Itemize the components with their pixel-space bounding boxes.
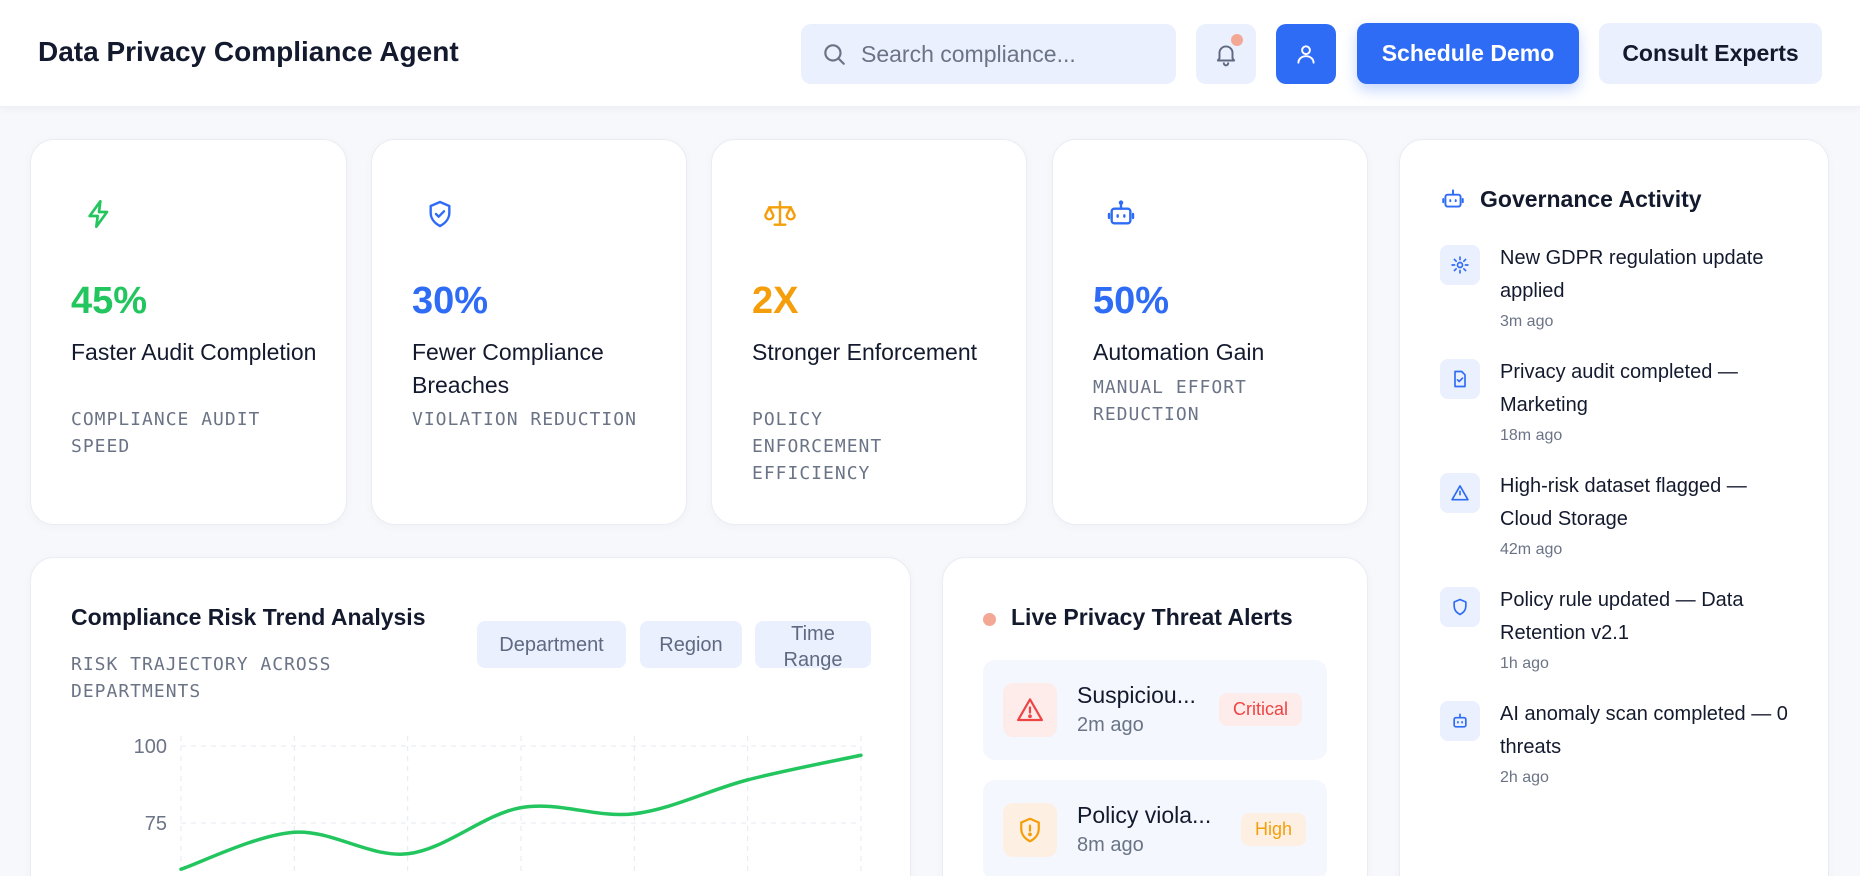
alert-time: 2m ago [1077, 714, 1144, 736]
severity-badge: High [1241, 813, 1307, 846]
live-indicator-dot [983, 613, 996, 626]
stat-value: 50% [1093, 280, 1170, 322]
alert-time: 8m ago [1077, 834, 1144, 856]
risk-trend-card: Compliance Risk Trend Analysis RISK TRAJ… [30, 557, 911, 876]
file-check-icon [1454, 370, 1466, 388]
stat-label: Fewer Compliance Breaches [412, 339, 604, 398]
alert-item-high[interactable]: Policy viola... 8m ago High [983, 780, 1327, 876]
governance-activity-card: Governance Activity New GDPR regulation … [1399, 139, 1829, 876]
alert-title: Policy viola... [1077, 802, 1212, 828]
search-input[interactable] [861, 40, 1161, 68]
shield-alert-icon [1020, 817, 1040, 843]
stat-card-audit: 45% Faster Audit Completion COMPLIANCE A… [30, 139, 347, 525]
threat-alerts-card: Live Privacy Threat Alerts Suspiciou... … [942, 557, 1368, 876]
y-tick-label: 100 [134, 736, 167, 758]
alert-title: Suspiciou... [1077, 682, 1196, 708]
activity-icon-box [1440, 587, 1480, 627]
shield-check-icon [429, 200, 451, 228]
filter-region-button[interactable]: Region [640, 621, 742, 668]
stat-card-breaches: 30% Fewer Compliance Breaches VIOLATION … [371, 139, 687, 525]
activity-text: High-risk dataset flagged — Cloud Storag… [1500, 475, 1747, 530]
activity-text: New GDPR regulation update applied [1500, 247, 1764, 302]
activity-icon-box [1440, 473, 1480, 513]
stat-value: 2X [752, 280, 799, 322]
risk-trend-line [179, 753, 863, 871]
chart-subtitle: RISK TRAJECTORY ACROSS DEPARTMENTS [71, 654, 332, 702]
warning-triangle-icon [1451, 485, 1469, 501]
alerts-title: Live Privacy Threat Alerts [1011, 604, 1293, 630]
stat-card-enforcement: 2X Stronger Enforcement POLICY ENFORCEME… [711, 139, 1027, 525]
notification-dot [1231, 34, 1243, 46]
robot-icon [1453, 713, 1467, 728]
activity-text: Policy rule updated — Data Retention v2.… [1500, 589, 1744, 644]
activity-icon-box [1440, 701, 1480, 741]
user-profile-button[interactable] [1276, 24, 1336, 84]
stat-subtitle: VIOLATION REDUCTION [412, 409, 637, 430]
stat-subtitle: MANUAL EFFORT REDUCTION [1093, 377, 1247, 425]
scale-icon [764, 200, 796, 226]
filter-department-button[interactable]: Department [477, 621, 626, 668]
activity-icon-box [1440, 359, 1480, 399]
activity-time: 42m ago [1500, 541, 1563, 558]
top-header: Data Privacy Compliance Agent Schedule D… [0, 0, 1860, 107]
warning-triangle-icon [1017, 698, 1043, 722]
alert-icon-box [1003, 803, 1057, 857]
severity-badge: Critical [1219, 693, 1303, 726]
gear-icon [1451, 256, 1469, 274]
lightning-icon [88, 200, 109, 228]
alert-icon-box [1003, 683, 1057, 737]
stat-label: Stronger Enforcement [752, 339, 978, 365]
stat-label: Automation Gain [1093, 339, 1265, 365]
notifications-button[interactable] [1196, 24, 1256, 84]
activity-time: 18m ago [1500, 427, 1563, 444]
activity-text: AI anomaly scan completed — 0 threats [1500, 703, 1788, 758]
shield-icon [1453, 598, 1467, 616]
stat-card-automation: 50% Automation Gain MANUAL EFFORT REDUCT… [1052, 139, 1368, 525]
activity-icon-box [1440, 245, 1480, 285]
alert-item-critical[interactable]: Suspiciou... 2m ago Critical [983, 660, 1327, 760]
app-title: Data Privacy Compliance Agent [38, 36, 459, 67]
schedule-demo-button[interactable]: Schedule Demo [1357, 23, 1579, 84]
stat-value: 30% [412, 280, 489, 322]
user-icon [1297, 45, 1315, 64]
robot-icon [1107, 200, 1135, 225]
y-tick-label: 75 [145, 813, 167, 835]
stat-subtitle: POLICY ENFORCEMENT EFFICIENCY [752, 409, 883, 484]
activity-title: Governance Activity [1480, 186, 1702, 212]
stat-label: Faster Audit Completion [71, 339, 317, 365]
robot-icon [1442, 189, 1464, 208]
activity-time: 3m ago [1500, 313, 1554, 330]
activity-text: Privacy audit completed — Marketing [1500, 361, 1738, 416]
search-icon [824, 44, 845, 65]
filter-time-range-button[interactable]: Time Range [755, 621, 871, 671]
search-bar[interactable] [801, 24, 1176, 84]
activity-time: 1h ago [1500, 655, 1549, 672]
activity-time: 2h ago [1500, 769, 1549, 786]
risk-trend-chart: 100 75 [134, 736, 863, 876]
chart-title: Compliance Risk Trend Analysis [71, 604, 426, 630]
stat-value: 45% [71, 280, 148, 322]
consult-experts-button[interactable]: Consult Experts [1599, 23, 1822, 84]
stat-subtitle: COMPLIANCE AUDIT SPEED [71, 409, 261, 457]
bell-icon [1216, 45, 1236, 67]
